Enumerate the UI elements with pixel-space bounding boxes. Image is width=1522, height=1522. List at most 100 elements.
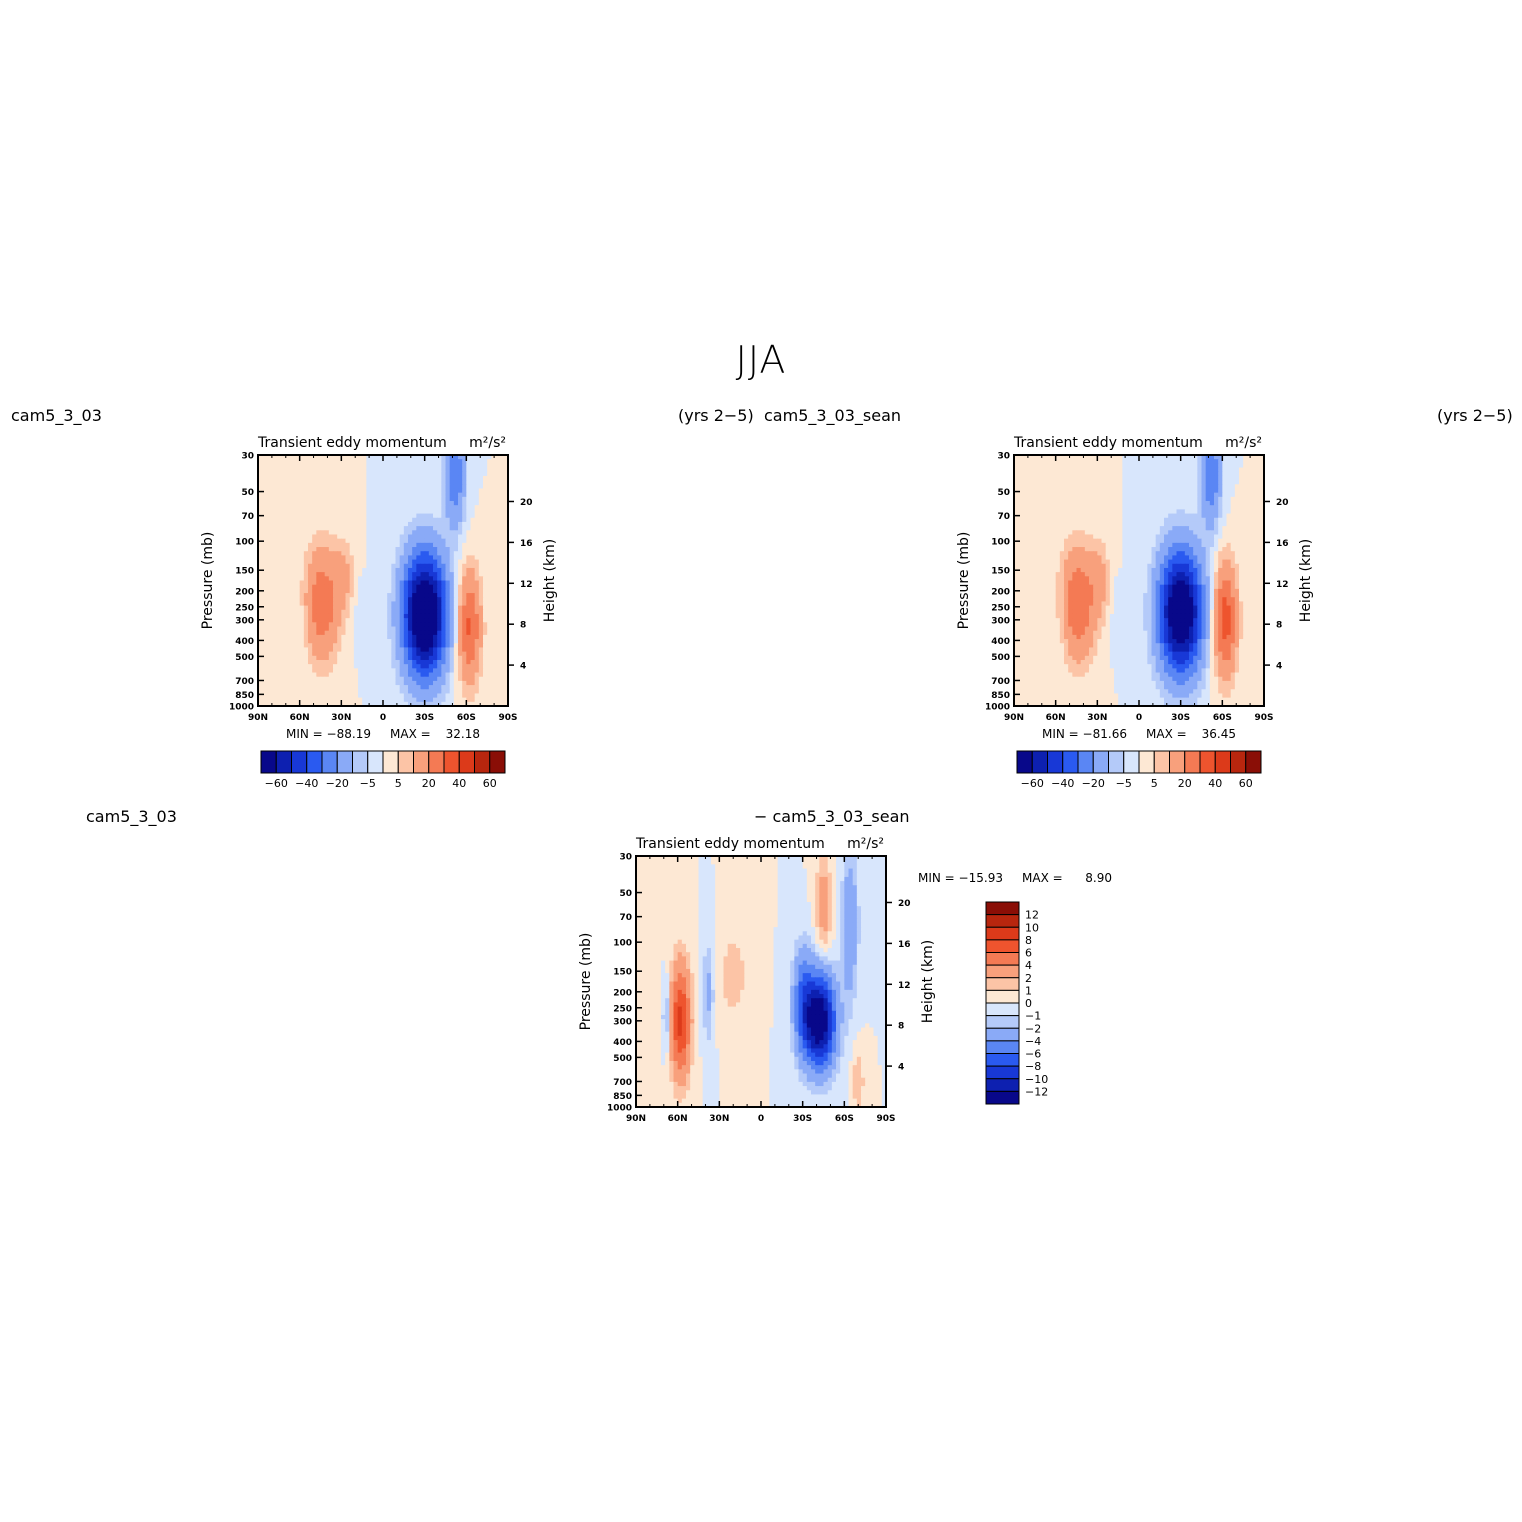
field-cell — [1105, 526, 1111, 531]
field-cell — [1043, 459, 1048, 464]
field-cell — [433, 455, 438, 460]
field-cell — [1159, 509, 1165, 515]
field-cell — [1130, 471, 1136, 477]
field-cell — [441, 609, 447, 615]
field-cell — [333, 572, 338, 577]
field-cell — [433, 563, 438, 569]
field-cell — [487, 526, 492, 531]
field-cell — [1064, 534, 1069, 540]
field-cell — [378, 643, 384, 649]
field-cell — [1251, 475, 1257, 481]
field-cell — [299, 647, 305, 653]
field-cell — [1055, 484, 1061, 490]
field-cell — [403, 555, 409, 561]
field-cell — [303, 521, 309, 527]
field-cell — [1043, 471, 1048, 477]
field-cell — [378, 701, 384, 707]
field-cell — [399, 655, 405, 661]
field-cell — [395, 647, 401, 653]
field-cell — [399, 463, 405, 469]
field-cell — [1143, 480, 1148, 485]
field-cell — [408, 639, 413, 644]
field-cell — [1201, 463, 1207, 469]
field-cell — [424, 701, 430, 707]
field-cell — [1172, 513, 1178, 519]
field-cell — [1014, 509, 1019, 515]
field-cell — [474, 672, 480, 678]
field-cell — [1097, 471, 1103, 477]
field-cell — [462, 622, 467, 628]
field-cell — [333, 534, 338, 540]
field-cell — [312, 547, 317, 552]
field-cell — [408, 463, 413, 469]
field-cell — [449, 689, 455, 695]
field-cell — [416, 517, 422, 523]
field-cell — [258, 547, 263, 552]
field-cell — [270, 672, 276, 678]
field-cell — [424, 668, 430, 674]
field-cell — [478, 647, 484, 653]
field-cell — [1222, 538, 1228, 544]
field-cell — [278, 572, 284, 577]
field-cell — [1184, 538, 1190, 544]
field-cell — [353, 551, 359, 556]
field-cell — [433, 547, 438, 552]
field-cell — [316, 580, 322, 586]
field-cell — [420, 601, 426, 607]
field-cell — [1164, 526, 1169, 531]
field-cell — [437, 613, 442, 619]
field-cell — [1164, 538, 1169, 544]
field-cell — [320, 567, 326, 573]
field-cell — [499, 693, 505, 699]
field-cell — [266, 593, 272, 598]
field-cell — [316, 593, 322, 598]
field-cell — [1230, 455, 1236, 460]
field-cell — [1184, 488, 1190, 494]
field-cell — [308, 685, 313, 690]
field-cell — [449, 613, 455, 619]
field-cell — [299, 538, 305, 544]
field-cell — [1072, 463, 1078, 469]
field-cell — [391, 576, 397, 582]
field-cell — [445, 689, 451, 695]
field-cell — [312, 609, 317, 615]
field-cell — [1064, 521, 1069, 527]
field-cell — [462, 459, 467, 464]
field-cell — [378, 584, 384, 590]
field-cell — [1234, 471, 1240, 477]
field-cell — [299, 496, 305, 502]
field-cell — [503, 647, 509, 653]
field-cell — [395, 534, 401, 540]
field-cell — [424, 647, 430, 653]
field-cell — [287, 584, 292, 590]
field-cell — [428, 547, 434, 552]
field-cell — [324, 626, 330, 632]
field-cell — [453, 689, 459, 695]
field-cell — [428, 622, 434, 628]
field-cell — [487, 517, 492, 523]
field-cell — [491, 588, 497, 594]
field-cell — [374, 572, 380, 577]
field-cell — [299, 588, 305, 594]
field-cell — [470, 509, 476, 515]
field-cell — [478, 471, 484, 477]
field-cell — [333, 639, 338, 644]
field-cell — [1122, 471, 1128, 477]
field-cell — [1051, 521, 1057, 527]
field-cell — [266, 659, 272, 665]
field-cell — [1101, 459, 1107, 464]
field-cell — [483, 647, 488, 653]
field-cell — [1093, 459, 1098, 464]
field-cell — [1209, 517, 1215, 523]
field-cell — [287, 459, 292, 464]
field-cell — [278, 480, 284, 485]
y-axis-label: Pressure (mb) — [200, 532, 216, 630]
field-cell — [449, 580, 455, 586]
field-cell — [399, 659, 405, 665]
field-cell — [478, 593, 484, 598]
field-cell — [1109, 521, 1115, 527]
field-cell — [470, 697, 476, 703]
field-cell — [408, 659, 413, 665]
field-cell — [1197, 513, 1203, 519]
field-cell — [1205, 475, 1211, 481]
